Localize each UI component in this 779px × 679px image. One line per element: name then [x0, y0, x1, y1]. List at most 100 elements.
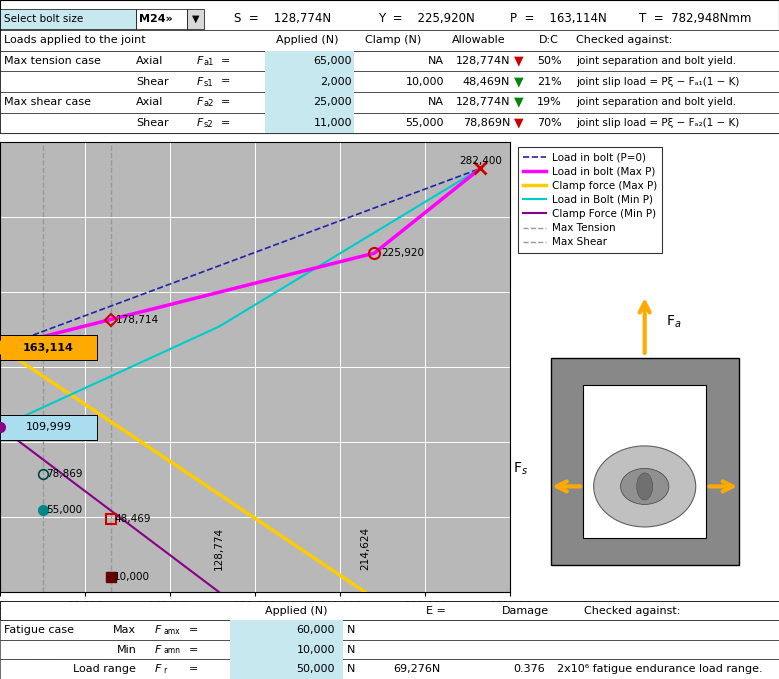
Text: 50%: 50%	[537, 56, 562, 66]
Circle shape	[636, 473, 653, 500]
Bar	[0, 30, 779, 51]
Text: =: =	[189, 645, 199, 655]
Text: Checked against:: Checked against:	[576, 35, 673, 45]
Text: 163,114: 163,114	[23, 342, 74, 352]
Text: P  =    163,114N: P = 163,114N	[510, 12, 607, 26]
Text: 55,000: 55,000	[46, 504, 82, 515]
Bar	[0, 92, 779, 113]
Clamp Force (Min P)	[0, 423, 5, 431]
Text: M24»: M24»	[139, 14, 172, 24]
Text: ▼: ▼	[192, 14, 199, 24]
Text: joint separation and bolt yield.: joint separation and bolt yield.	[576, 56, 737, 66]
Text: Select bolt size: Select bolt size	[4, 14, 83, 24]
Text: N: N	[347, 664, 355, 674]
Bar	[0, 659, 779, 679]
Text: 225,920: 225,920	[381, 248, 424, 258]
Text: Damage: Damage	[502, 606, 549, 616]
Text: F: F	[154, 664, 160, 674]
Text: 19%: 19%	[537, 97, 562, 107]
Load in Bolt (Min P)	[0, 423, 5, 431]
Load in Bolt (Min P)	[214, 323, 224, 331]
Text: 214,624: 214,624	[360, 526, 370, 570]
Text: 10,000: 10,000	[406, 77, 444, 87]
Text: =: =	[220, 56, 230, 66]
Bar	[551, 358, 738, 565]
Bar	[0, 9, 136, 29]
Load in bolt (Max P)	[476, 164, 485, 172]
Bar	[0, 640, 779, 659]
Load in bolt (Max P)	[0, 344, 5, 352]
Text: 11,000: 11,000	[314, 118, 352, 128]
Bar	[265, 92, 354, 113]
Text: Applied (N): Applied (N)	[265, 606, 327, 616]
Text: 78,869: 78,869	[46, 469, 83, 479]
Bar	[0, 71, 779, 92]
Text: 21%: 21%	[537, 77, 562, 87]
Load in bolt (Max P)	[369, 249, 379, 257]
Text: =: =	[220, 97, 230, 107]
Text: F: F	[196, 118, 203, 128]
Bar	[0, 415, 97, 440]
Text: T  =  782,948Nmm: T = 782,948Nmm	[639, 12, 751, 26]
Text: F$_a$: F$_a$	[666, 314, 682, 330]
Bar	[136, 9, 187, 29]
Text: r: r	[164, 666, 167, 675]
Text: 55,000: 55,000	[406, 118, 444, 128]
Max Tension	[106, 588, 115, 596]
Text: 50,000: 50,000	[297, 664, 335, 674]
Text: Shear: Shear	[136, 118, 169, 128]
Text: Axial: Axial	[136, 56, 164, 66]
Text: 0.376: 0.376	[513, 664, 545, 674]
Clamp force (Max P)	[0, 344, 5, 352]
Text: F: F	[196, 97, 203, 107]
Text: joint slip load = Pξ − Fₐ₂(1 − K): joint slip load = Pξ − Fₐ₂(1 − K)	[576, 118, 740, 128]
Text: 10,000: 10,000	[114, 572, 150, 582]
Text: a1: a1	[203, 58, 213, 67]
Bar	[230, 659, 343, 679]
Bar	[583, 385, 707, 538]
Bar	[0, 621, 779, 640]
Text: NA: NA	[428, 97, 444, 107]
Text: Clamp (N): Clamp (N)	[365, 35, 421, 45]
Text: N: N	[347, 625, 355, 635]
Text: F: F	[154, 625, 160, 635]
Text: joint separation and bolt yield.: joint separation and bolt yield.	[576, 97, 737, 107]
Ellipse shape	[621, 469, 669, 504]
Text: a2: a2	[203, 99, 213, 109]
Text: 48,469N: 48,469N	[463, 77, 510, 87]
Clamp Force (Min P)	[214, 588, 224, 596]
Text: 48,469: 48,469	[114, 515, 150, 524]
Text: Fatigue case: Fatigue case	[4, 625, 74, 635]
Text: NA: NA	[428, 56, 444, 66]
Ellipse shape	[594, 446, 696, 527]
Text: 2x10⁶ fatigue endurance load range.: 2x10⁶ fatigue endurance load range.	[557, 664, 763, 674]
Line: Load in bolt (Max P): Load in bolt (Max P)	[0, 168, 481, 348]
Text: D:C: D:C	[539, 35, 559, 45]
Text: F$_s$: F$_s$	[513, 460, 528, 477]
Bar	[0, 335, 97, 360]
Max Shear	[38, 588, 48, 596]
Bar	[265, 51, 354, 71]
Max Tension	[106, 588, 115, 596]
Bar	[0, 51, 779, 71]
Text: amn: amn	[164, 646, 181, 655]
Legend: Load in bolt (P=0), Load in bolt (Max P), Clamp force (Max P), Load in Bolt (Min: Load in bolt (P=0), Load in bolt (Max P)…	[518, 147, 662, 253]
Text: F: F	[154, 645, 160, 655]
Text: 282,400: 282,400	[460, 156, 502, 166]
Text: s1: s1	[203, 79, 213, 88]
Text: amx: amx	[164, 627, 180, 636]
Text: N: N	[347, 645, 355, 655]
Text: Loads applied to the joint: Loads applied to the joint	[4, 35, 146, 45]
Text: 128,774: 128,774	[214, 526, 224, 570]
Line: Load in Bolt (Min P): Load in Bolt (Min P)	[0, 168, 481, 427]
Text: 60,000: 60,000	[297, 625, 335, 635]
Text: Load range: Load range	[73, 664, 136, 674]
Text: joint slip load = Pξ − Fₐ₁(1 − K): joint slip load = Pξ − Fₐ₁(1 − K)	[576, 77, 740, 87]
Text: =: =	[220, 118, 230, 128]
Text: =: =	[189, 664, 199, 674]
Line: Clamp Force (Min P): Clamp Force (Min P)	[0, 427, 219, 592]
Text: Axial: Axial	[136, 97, 164, 107]
Text: F: F	[196, 56, 203, 66]
Text: 109,999: 109,999	[26, 422, 72, 432]
Text: 65,000: 65,000	[314, 56, 352, 66]
